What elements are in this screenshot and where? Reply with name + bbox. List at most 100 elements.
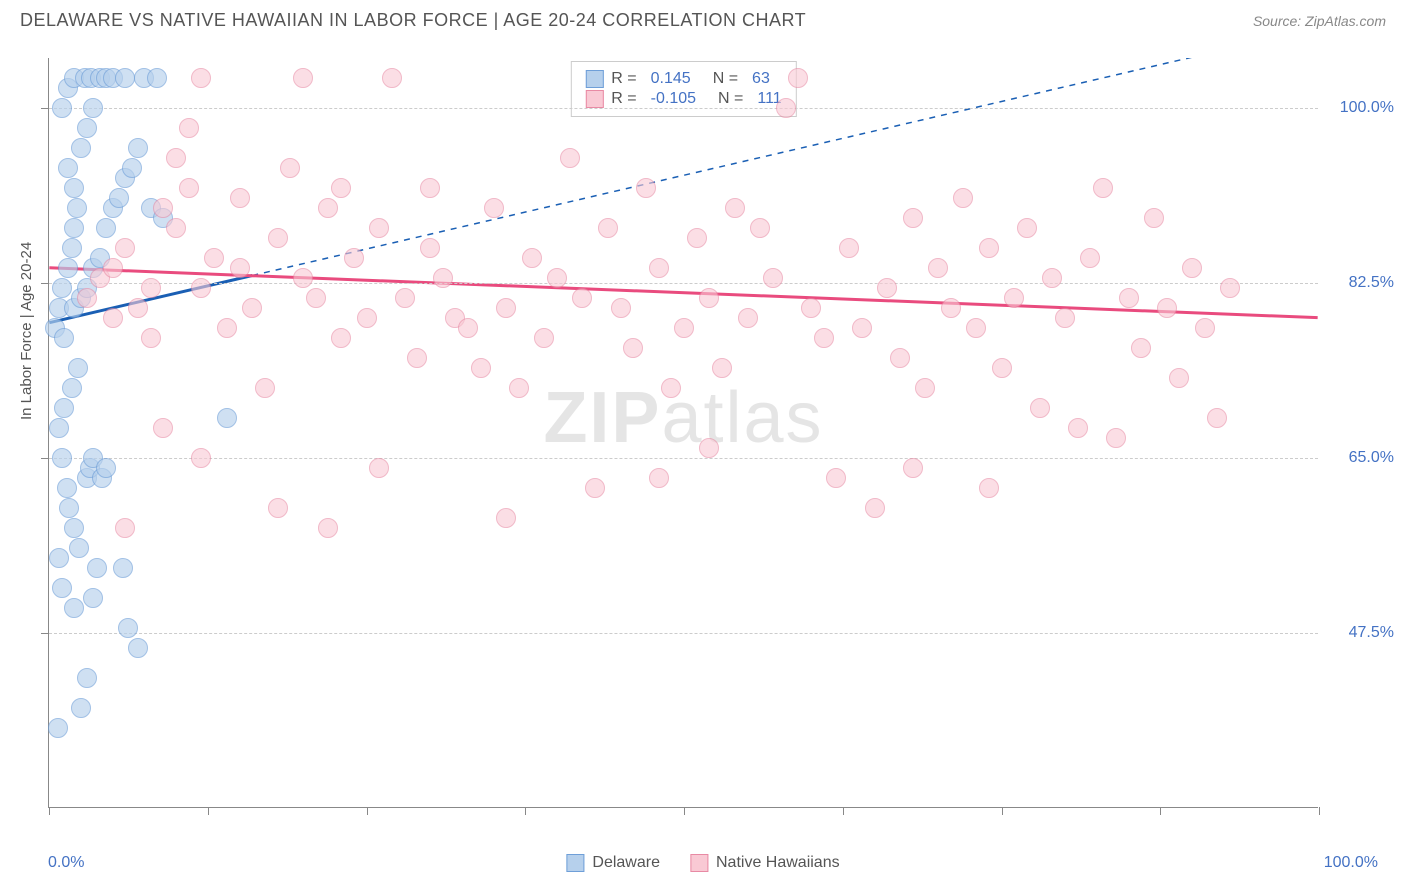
legend-swatch xyxy=(566,854,584,872)
gridline xyxy=(49,458,1318,459)
scatter-point xyxy=(979,238,999,258)
scatter-point xyxy=(687,228,707,248)
scatter-point xyxy=(1093,178,1113,198)
legend-r-value: 0.145 xyxy=(651,70,691,88)
scatter-point xyxy=(611,298,631,318)
scatter-point xyxy=(509,378,529,398)
scatter-point xyxy=(109,188,129,208)
scatter-point xyxy=(69,538,89,558)
scatter-point xyxy=(141,278,161,298)
scatter-point xyxy=(293,268,313,288)
scatter-point xyxy=(191,68,211,88)
scatter-point xyxy=(1017,218,1037,238)
scatter-point xyxy=(96,218,116,238)
scatter-point xyxy=(344,248,364,268)
regression-lines xyxy=(49,58,1318,807)
scatter-point xyxy=(801,298,821,318)
scatter-point xyxy=(572,288,592,308)
scatter-point xyxy=(128,298,148,318)
scatter-point xyxy=(865,498,885,518)
watermark: ZIPatlas xyxy=(543,377,823,459)
scatter-point xyxy=(153,418,173,438)
chart-title: DELAWARE VS NATIVE HAWAIIAN IN LABOR FOR… xyxy=(20,10,806,31)
scatter-point xyxy=(71,698,91,718)
scatter-point xyxy=(48,718,68,738)
scatter-point xyxy=(788,68,808,88)
scatter-point xyxy=(71,138,91,158)
scatter-point xyxy=(750,218,770,238)
scatter-point xyxy=(49,418,69,438)
legend-r-label: R = xyxy=(611,90,636,108)
scatter-point xyxy=(623,338,643,358)
scatter-point xyxy=(83,588,103,608)
legend-swatch xyxy=(585,70,603,88)
scatter-point xyxy=(420,238,440,258)
scatter-point xyxy=(522,248,542,268)
scatter-point xyxy=(915,378,935,398)
scatter-point xyxy=(547,268,567,288)
scatter-point xyxy=(484,198,504,218)
scatter-point xyxy=(52,98,72,118)
scatter-point xyxy=(166,148,186,168)
scatter-point xyxy=(122,158,142,178)
scatter-point xyxy=(928,258,948,278)
scatter-point xyxy=(1004,288,1024,308)
scatter-point xyxy=(96,458,116,478)
scatter-point xyxy=(1195,318,1215,338)
scatter-point xyxy=(1080,248,1100,268)
scatter-point xyxy=(903,458,923,478)
scatter-point xyxy=(636,178,656,198)
scatter-point xyxy=(1055,308,1075,328)
scatter-point xyxy=(1169,368,1189,388)
x-axis-end-label: 100.0% xyxy=(1324,854,1378,872)
scatter-point xyxy=(903,208,923,228)
scatter-point xyxy=(369,458,389,478)
scatter-point xyxy=(966,318,986,338)
scatter-point xyxy=(77,118,97,138)
scatter-point xyxy=(68,358,88,378)
scatter-point xyxy=(738,308,758,328)
legend-series-item: Native Hawaiians xyxy=(690,854,840,872)
scatter-point xyxy=(839,238,859,258)
scatter-point xyxy=(661,378,681,398)
scatter-point xyxy=(280,158,300,178)
x-tick xyxy=(1002,807,1003,815)
scatter-point xyxy=(113,558,133,578)
scatter-point xyxy=(204,248,224,268)
scatter-point xyxy=(115,518,135,538)
scatter-point xyxy=(433,268,453,288)
scatter-point xyxy=(87,558,107,578)
scatter-point xyxy=(217,318,237,338)
scatter-point xyxy=(166,218,186,238)
y-tick-label: 65.0% xyxy=(1349,449,1394,467)
legend-correlation-row: R =0.145 N =63 xyxy=(585,70,781,88)
scatter-point xyxy=(147,68,167,88)
scatter-point xyxy=(953,188,973,208)
legend-series-label: Delaware xyxy=(592,854,660,872)
scatter-point xyxy=(407,348,427,368)
scatter-point xyxy=(1182,258,1202,278)
scatter-point xyxy=(268,498,288,518)
x-tick xyxy=(843,807,844,815)
y-tick-label: 47.5% xyxy=(1349,624,1394,642)
legend-r-value: -0.105 xyxy=(651,90,696,108)
legend-series-item: Delaware xyxy=(566,854,660,872)
y-tick xyxy=(41,283,49,284)
scatter-point xyxy=(67,198,87,218)
legend-correlation-row: R =-0.105 N =111 xyxy=(585,90,781,108)
scatter-point xyxy=(725,198,745,218)
scatter-point xyxy=(1068,418,1088,438)
scatter-point xyxy=(318,198,338,218)
scatter-point xyxy=(153,198,173,218)
scatter-point xyxy=(598,218,618,238)
scatter-point xyxy=(268,228,288,248)
x-axis-start-label: 0.0% xyxy=(48,854,84,872)
scatter-point xyxy=(179,118,199,138)
scatter-point xyxy=(103,258,123,278)
scatter-point xyxy=(941,298,961,318)
scatter-point xyxy=(471,358,491,378)
scatter-point xyxy=(699,288,719,308)
legend-series-label: Native Hawaiians xyxy=(716,854,840,872)
scatter-point xyxy=(1030,398,1050,418)
scatter-point xyxy=(420,178,440,198)
